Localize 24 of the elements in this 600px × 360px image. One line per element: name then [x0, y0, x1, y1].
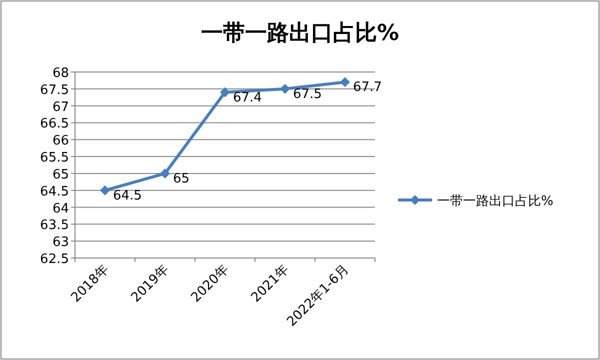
- y-tick-label: 68: [52, 66, 69, 81]
- data-label: 67.4: [233, 90, 262, 106]
- point: [220, 87, 230, 98]
- data-label: 64.5: [113, 188, 142, 204]
- y-tick-label: 66.5: [40, 116, 69, 132]
- data-label: 65: [173, 171, 190, 186]
- y-tick-label: 67: [52, 100, 69, 115]
- point: [160, 168, 170, 178]
- y-tick-label: 64.5: [40, 184, 69, 200]
- y-tick-label: 65: [52, 167, 69, 182]
- data-label: 67.7: [353, 80, 382, 96]
- y-tick-label: 63: [52, 235, 69, 250]
- y-tick-label: 63.5: [40, 218, 69, 234]
- y-tick-label: 66: [52, 134, 69, 149]
- point: [100, 185, 110, 196]
- y-tick-label: 62.5: [40, 252, 69, 267]
- y-tick-label: 64: [52, 201, 69, 216]
- chart-title: 一带一路出口占比%: [200, 21, 400, 46]
- y-tick-label: 67.5: [40, 82, 69, 98]
- data-label: 67.5: [293, 86, 322, 102]
- y-tick-label: 65.5: [40, 150, 69, 166]
- point: [340, 77, 350, 88]
- legend-label: 一带一路出口占比%: [437, 194, 554, 209]
- point: [280, 84, 290, 94]
